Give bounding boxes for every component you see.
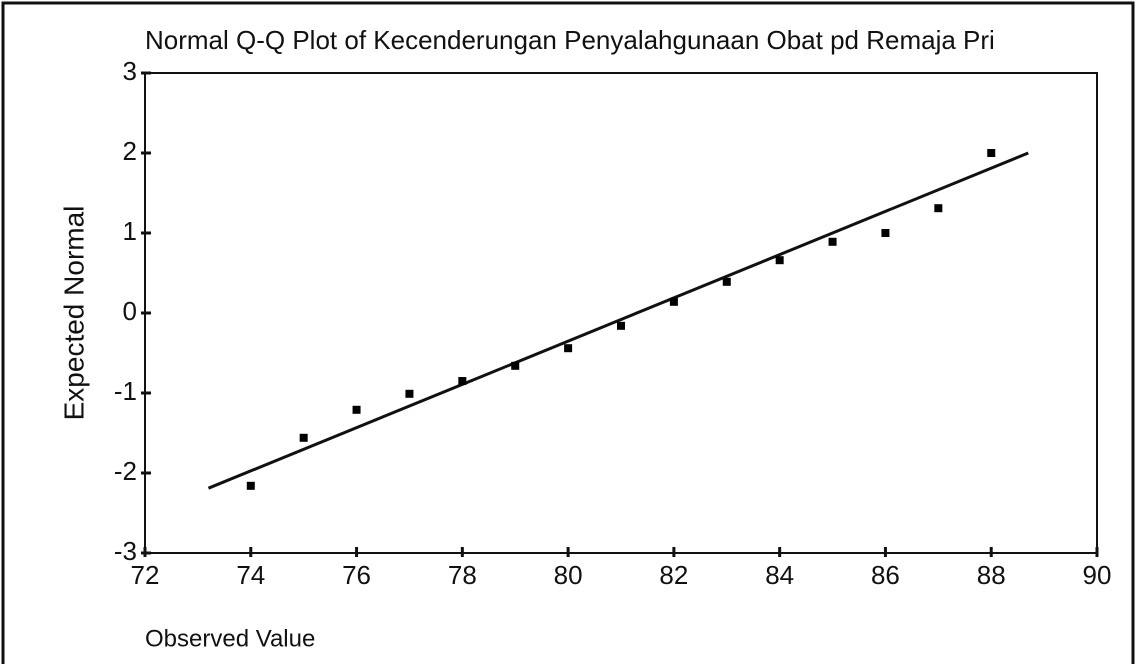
point <box>564 344 573 353</box>
y-tick-label: -1 <box>114 376 137 406</box>
point <box>881 229 890 237</box>
point <box>458 377 467 385</box>
x-tick-label: 88 <box>977 560 1006 590</box>
chart-title: Normal Q-Q Plot of Kecenderungan Penyala… <box>145 25 995 55</box>
x-tick-label: 90 <box>1083 560 1112 590</box>
x-tick-label: 86 <box>871 560 900 590</box>
point <box>669 297 678 306</box>
x-tick-label: 84 <box>765 560 794 590</box>
y-tick-label: 3 <box>123 56 137 86</box>
point <box>299 433 308 442</box>
point <box>246 481 255 490</box>
x-axis-label: Observed Value <box>145 625 315 652</box>
point <box>775 256 784 265</box>
plot-frame <box>144 72 1098 554</box>
y-tick-label: -2 <box>114 456 137 486</box>
x-tick-label: 80 <box>554 560 583 590</box>
x-tick-label: 74 <box>236 560 265 590</box>
y-tick-label: 0 <box>123 296 137 326</box>
x-tick-label: 76 <box>342 560 371 590</box>
point <box>934 204 943 213</box>
point <box>617 321 625 330</box>
y-tick-label: 2 <box>123 136 137 166</box>
point <box>511 361 520 370</box>
x-tick-label: 72 <box>131 560 160 590</box>
y-tick-label: -3 <box>114 536 137 566</box>
x-tick-label: 78 <box>448 560 477 590</box>
x-tick-label: 82 <box>659 560 688 590</box>
y-axis-label: Expected Normal <box>58 206 89 421</box>
point <box>722 277 731 286</box>
point <box>352 405 361 414</box>
point <box>828 237 837 246</box>
y-tick-label: 1 <box>123 216 137 246</box>
reference-line <box>207 151 1029 490</box>
point <box>987 149 996 157</box>
point <box>405 389 414 398</box>
